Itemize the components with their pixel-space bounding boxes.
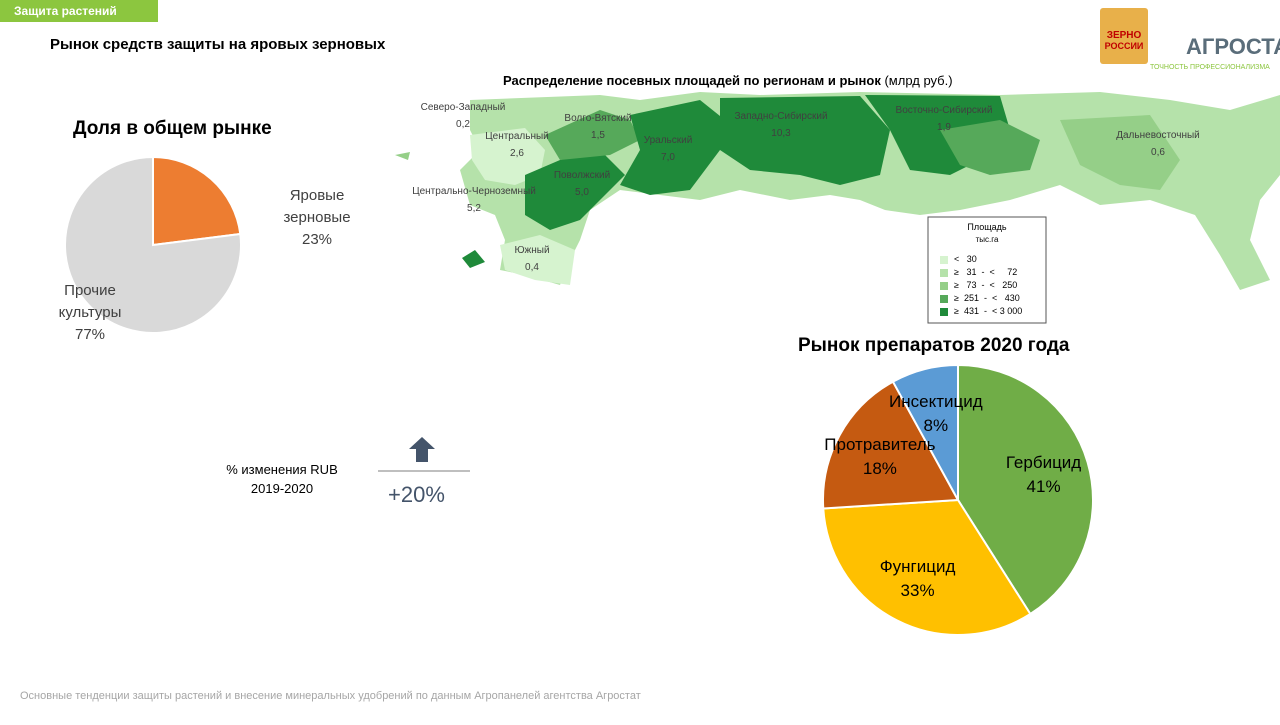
map-region: [940, 120, 1040, 175]
region-value: 1,5: [591, 130, 605, 141]
region-label: Дальневосточный 0,6: [1116, 127, 1200, 161]
pie-slice: [64, 155, 242, 334]
map-region: [500, 235, 575, 285]
slice-label: Гербицид 41%: [974, 451, 1114, 499]
region-name: Дальневосточный: [1116, 130, 1200, 141]
slice-label-text: Протравитель: [824, 435, 936, 455]
section-tag: Защита растений: [0, 0, 158, 22]
legend-swatch: [940, 295, 948, 303]
map-region: [462, 250, 485, 268]
change-icon: [378, 437, 470, 472]
region-value: 2,6: [510, 148, 524, 159]
change-label-line: % изменения RUB: [226, 462, 338, 477]
map-region: [525, 150, 625, 230]
pie-slice: [152, 155, 242, 247]
pie-slice: [822, 380, 960, 510]
legend-label: ≥ 73 - < 250: [954, 280, 1018, 290]
region-value: 0,2: [456, 119, 470, 130]
slice-label-text: 77%: [74, 326, 106, 343]
pie-slice: [822, 498, 1032, 636]
map-title-text: Распределение посевных площадей по регио…: [503, 73, 881, 88]
region-label: Западно-Сибирский 10,3: [734, 108, 827, 142]
region-name: Центральный: [485, 131, 549, 142]
region-label: Южный 0,4: [514, 242, 549, 276]
slice-label-text: 23%: [301, 231, 333, 248]
legend-swatch: [940, 256, 948, 264]
legend-swatch: [940, 282, 948, 290]
legend-label: ≥ 431 - < 3 000: [954, 306, 1023, 316]
slice-label: Инсектицид 8%: [866, 390, 1006, 438]
region-label: Поволжский 5,0: [554, 167, 610, 201]
agrostat-slogan: ТОЧНОСТЬ ПРОФЕССИОНАЛИЗМА: [1150, 64, 1270, 71]
slide-title: Рынок средств защиты на яровых зерновых: [50, 36, 386, 53]
map-region: [395, 152, 410, 160]
up-arrow: [409, 437, 435, 462]
region-label: Уральский 7,0: [644, 132, 693, 166]
slice-label-text: 8%: [923, 415, 949, 435]
region-value: 10,3: [771, 128, 791, 139]
slice-label: Прочие культуры 77%: [45, 280, 135, 346]
region-value: 0,6: [1151, 147, 1165, 158]
slice-label-text: Фунгицид: [879, 557, 956, 577]
region-name: Восточно-Сибирский: [895, 105, 993, 116]
region-label: Северо-Западный 0,2: [421, 99, 506, 133]
legend-title: Площадь: [967, 222, 1007, 232]
map-region: [545, 110, 640, 160]
legend-unit: тыс.га: [975, 235, 999, 244]
slice-label-text: Прочие культуры: [58, 282, 122, 321]
logo-text: ЗЕРНО: [1106, 30, 1142, 41]
chart-title: Доля в общем рынке: [73, 118, 272, 139]
slice-label-text: Гербицид: [1005, 453, 1082, 473]
change-value: +20%: [388, 482, 445, 507]
slice-label: Фунгицид 33%: [848, 555, 988, 603]
region-value: 5,2: [467, 203, 481, 214]
slice-label-text: 41%: [1026, 477, 1061, 497]
legend-swatch: [940, 308, 948, 316]
map-region: [720, 96, 890, 185]
map-region: [620, 100, 725, 195]
slice-label-text: 33%: [900, 581, 935, 601]
agrostat-logo: АГРОСТАТ: [1186, 34, 1280, 59]
slice-label-text: 18%: [862, 459, 897, 479]
region-value: 7,0: [661, 152, 675, 163]
map-region: [1060, 115, 1180, 190]
legend-label: < 30: [954, 254, 977, 264]
region-value: 0,4: [525, 262, 539, 273]
region-name: Волго-Вятский: [564, 113, 632, 124]
map-unit: (млрд руб.): [884, 73, 953, 88]
slice-label-text: Инсектицид: [889, 391, 983, 411]
slice-label: Яровые зерновые 23%: [272, 185, 362, 251]
region-value: 1,9: [937, 122, 951, 133]
zerno-logo: ЗЕРНО РОССИИ: [1100, 8, 1148, 64]
region-label: Волго-Вятский 1,5: [564, 110, 631, 144]
region-label: Центральный 2,6: [485, 128, 549, 162]
slice-label: Протравитель 18%: [810, 433, 950, 481]
slice-label-text: Яровые зерновые: [283, 187, 351, 226]
chart-title: Рынок препаратов 2020 года: [798, 335, 1070, 356]
footer: Основные тенденции защиты растений и вне…: [20, 690, 641, 702]
change-label: % изменения RUB 2019-2020: [212, 462, 352, 496]
region-name: Южный: [514, 245, 550, 256]
pie-slice: [891, 363, 959, 501]
legend-label: ≥ 251 - < 430: [954, 293, 1020, 303]
region-name: Центрально-Черноземный: [412, 186, 536, 197]
legend-label: ≥ 31 - < 72: [954, 267, 1018, 277]
region-name: Поволжский: [553, 170, 611, 181]
region-label: Центрально-Черноземный 5,2: [412, 183, 536, 217]
map-title: Распределение посевных площадей по регио…: [503, 73, 953, 88]
region-name: Северо-Западный: [420, 102, 506, 113]
region-name: Западно-Сибирский: [734, 111, 828, 122]
region-name: Уральский: [643, 135, 693, 146]
change-label-line: 2019-2020: [250, 481, 314, 496]
logo-text: РОССИИ: [1104, 41, 1144, 51]
region-label: Восточно-Сибирский 1,9: [896, 102, 993, 136]
map-region: [470, 128, 545, 185]
legend-swatch: [940, 269, 948, 277]
region-value: 5,0: [575, 187, 589, 198]
